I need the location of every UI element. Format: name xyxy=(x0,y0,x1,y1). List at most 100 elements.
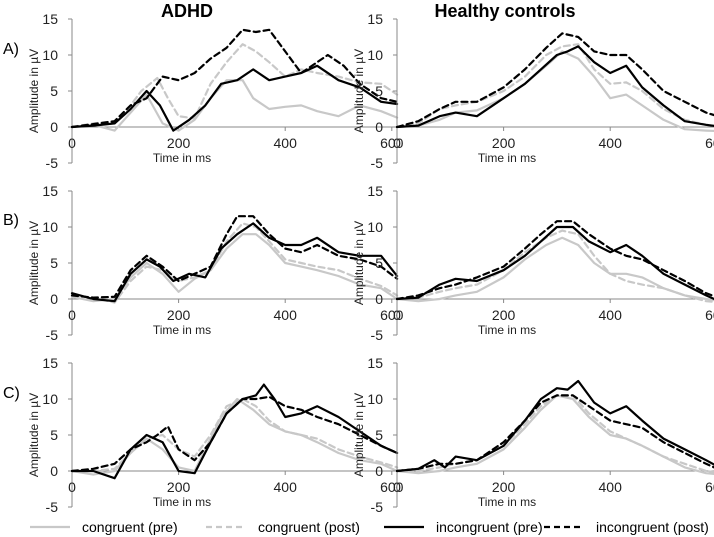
y-tick-label: 0 xyxy=(375,463,383,479)
y-tick-label: 0 xyxy=(375,291,383,307)
legend-label-incongruent-pre: incongruent (pre) xyxy=(436,519,543,535)
y-axis-label: Amplitude in µV xyxy=(352,221,366,305)
y-axis-label: Amplitude in µV xyxy=(27,221,41,305)
series-line-congruent-pre xyxy=(70,397,399,476)
series-line-congruent-post xyxy=(395,229,714,303)
series-line-incongruent-pre xyxy=(70,64,399,132)
y-tick-label: -5 xyxy=(46,327,59,343)
y-tick-label: 5 xyxy=(50,83,58,99)
x-tick-label: 600 xyxy=(705,479,714,495)
row-label-c: C) xyxy=(3,385,20,402)
x-tick-label: 400 xyxy=(274,479,298,495)
series-line-incongruent-post xyxy=(70,215,399,299)
x-tick-label: 400 xyxy=(599,135,623,151)
series-line-incongruent-pre xyxy=(395,45,714,129)
y-tick-label: 5 xyxy=(50,427,58,443)
y-tick-label: 5 xyxy=(375,83,383,99)
y-tick-label: 10 xyxy=(367,47,383,63)
x-tick-label: 200 xyxy=(492,307,516,323)
y-tick-label: -5 xyxy=(371,155,384,171)
y-axis-label: Amplitude in µV xyxy=(352,393,366,477)
series-line-incongruent-post xyxy=(395,32,714,129)
series-line-incongruent-pre xyxy=(395,379,714,473)
x-tick-label: 200 xyxy=(492,135,516,151)
series-line-incongruent-post xyxy=(70,28,399,129)
y-tick-label: 10 xyxy=(367,219,383,235)
series-line-congruent-post xyxy=(395,394,714,474)
series-line-incongruent-pre xyxy=(395,225,714,301)
y-tick-label: 10 xyxy=(42,219,58,235)
panel-a-adhd: -5 0 5 10 15 0 200 400 600 Time in ms Amplitude in… xyxy=(27,11,404,171)
x-tick-label: 600 xyxy=(705,307,714,323)
series-line-congruent-post xyxy=(395,43,714,129)
panel-c-healthy-controls: -5 0 5 10 15 0 200 400 600 Time in ms Amplitude in… xyxy=(352,355,714,515)
x-axis-label: Time in ms xyxy=(478,495,536,509)
row-label-a: A) xyxy=(3,41,19,58)
series-line-incongruent-post xyxy=(395,394,714,473)
y-tick-label: -5 xyxy=(371,327,384,343)
panel-c-adhd: -5 0 5 10 15 0 200 400 600 Time in ms Amplitude in… xyxy=(27,355,404,515)
series-line-incongruent-post xyxy=(70,395,399,473)
x-tick-label: 400 xyxy=(599,479,623,495)
x-tick-label: 200 xyxy=(167,479,191,495)
x-axis-label: Time in ms xyxy=(478,151,536,165)
y-axis-label: Amplitude in µV xyxy=(27,393,41,477)
legend-label-congruent-pre: congruent (pre) xyxy=(82,519,178,535)
y-tick-label: -5 xyxy=(371,499,384,515)
x-axis-label: Time in ms xyxy=(478,323,536,337)
row-label-b: B) xyxy=(3,212,19,229)
panel-b-adhd: -5 0 5 10 15 0 200 400 600 Time in ms Amplitude in… xyxy=(27,183,404,343)
series-line-incongruent-post xyxy=(395,220,714,301)
x-tick-label: 600 xyxy=(380,307,404,323)
y-tick-label: 15 xyxy=(367,11,383,27)
x-tick-label: 400 xyxy=(599,307,623,323)
x-tick-label: 400 xyxy=(274,135,298,151)
x-tick-label: 200 xyxy=(492,479,516,495)
series-line-congruent-pre xyxy=(70,233,399,303)
y-tick-label: 15 xyxy=(42,355,58,371)
y-tick-label: 15 xyxy=(42,11,58,27)
y-tick-label: 5 xyxy=(375,427,383,443)
y-tick-label: 0 xyxy=(50,119,58,135)
series-line-congruent-post xyxy=(70,222,399,304)
x-tick-label: 600 xyxy=(380,135,404,151)
x-tick-label: 600 xyxy=(705,135,714,151)
y-tick-label: 15 xyxy=(42,183,58,199)
panel-a-healthy-controls: -5 0 5 10 15 0 200 400 600 Time in ms Amplitude in… xyxy=(352,11,714,171)
x-tick-label: 0 xyxy=(393,307,401,323)
x-tick-label: 600 xyxy=(380,479,404,495)
panel-b-healthy-controls: -5 0 5 10 15 0 200 400 600 Time in ms Amplitude in… xyxy=(352,183,714,343)
panels: -5 0 5 10 15 0 200 400 600 Time in ms Amplitude in… xyxy=(27,11,714,515)
y-tick-label: -5 xyxy=(46,499,59,515)
x-tick-label: 200 xyxy=(167,135,191,151)
x-tick-label: 0 xyxy=(68,135,76,151)
x-tick-label: 400 xyxy=(274,307,298,323)
legend-label-congruent-post: congruent (post) xyxy=(258,519,360,535)
y-tick-label: 5 xyxy=(375,255,383,271)
legend-label-incongruent-post: incongruent (post) xyxy=(596,519,709,535)
y-tick-label: -5 xyxy=(46,155,59,171)
y-tick-label: 0 xyxy=(50,291,58,307)
y-axis-label: Amplitude in µV xyxy=(352,49,366,133)
x-tick-label: 0 xyxy=(393,135,401,151)
y-axis-label: Amplitude in µV xyxy=(27,49,41,133)
series-line-congruent-pre xyxy=(70,79,399,132)
y-tick-label: 15 xyxy=(367,355,383,371)
x-tick-label: 0 xyxy=(68,307,76,323)
y-tick-label: 5 xyxy=(50,255,58,271)
x-tick-label: 200 xyxy=(167,307,191,323)
x-axis-label: Time in ms xyxy=(153,495,211,509)
column-title-healthy-controls: Healthy controls xyxy=(434,1,575,21)
series-line-incongruent-pre xyxy=(70,222,399,303)
y-tick-label: 0 xyxy=(50,463,58,479)
series-line-congruent-pre xyxy=(395,236,714,303)
legend: congruent (pre) congruent (post) incongr… xyxy=(30,519,709,535)
x-tick-label: 0 xyxy=(68,479,76,495)
series-line-congruent-pre xyxy=(395,394,714,475)
column-title-adhd: ADHD xyxy=(161,1,213,21)
x-axis-label: Time in ms xyxy=(153,151,211,165)
y-tick-label: 0 xyxy=(375,119,383,135)
series-line-congruent-post xyxy=(70,397,399,473)
y-tick-label: 10 xyxy=(367,391,383,407)
